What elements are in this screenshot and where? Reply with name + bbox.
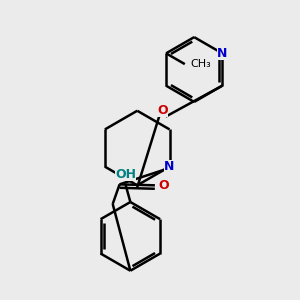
Text: O: O [158,179,169,192]
Text: N: N [217,47,227,60]
Text: CH₃: CH₃ [191,59,212,69]
Text: N: N [164,160,175,173]
Text: O: O [158,104,168,117]
Text: OH: OH [115,168,136,181]
